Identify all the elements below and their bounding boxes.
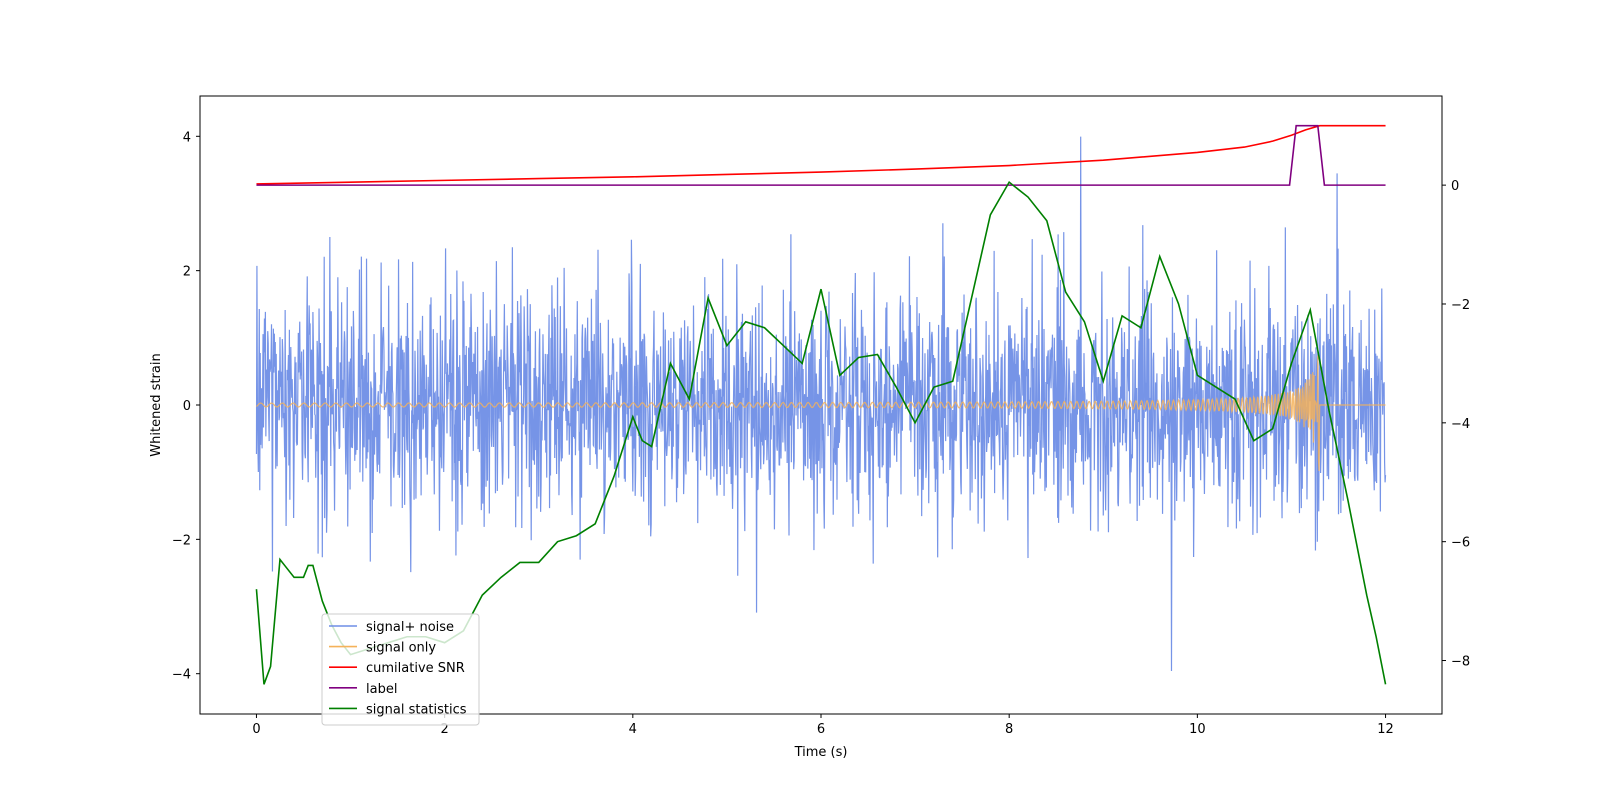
y2-tick-label: −2	[1451, 298, 1470, 313]
y-axis-right: −8 −6 −4 −2 0	[1442, 179, 1470, 670]
x-tick-label: 6	[817, 722, 825, 737]
legend-box	[321, 613, 480, 726]
y-tick-label: −2	[172, 533, 191, 548]
legend-label-cumilative-snr: cumilative SNR	[366, 661, 465, 676]
x-tick-label: 4	[629, 722, 637, 737]
legend-label-signal-only: signal only	[366, 641, 436, 656]
y2-tick-label: −8	[1451, 655, 1470, 670]
series-layer	[255, 124, 1387, 685]
x-tick-label: 0	[252, 722, 260, 737]
series-cumilative-snr-line	[256, 124, 1386, 185]
y2-tick-label: 0	[1451, 179, 1459, 194]
y-axis-label: Whitened strain	[149, 353, 164, 456]
y-axis-left: −4 −2 0 2 4	[172, 130, 200, 683]
y2-tick-label: −4	[1451, 417, 1470, 432]
x-tick-label: 2	[440, 722, 448, 737]
x-tick-label: 12	[1377, 722, 1394, 737]
y-tick-label: −4	[172, 668, 191, 683]
series-signal-noise-line	[255, 136, 1387, 672]
legend-label-label: label	[366, 682, 397, 697]
y2-tick-label: −6	[1451, 536, 1470, 551]
y-tick-label: 2	[183, 265, 191, 280]
x-axis-label: Time (s)	[794, 745, 848, 760]
series-label-line	[256, 124, 1386, 186]
legend: signal+ noise signal only cumilative SNR la…	[321, 613, 480, 726]
legend-label-signal-noise: signal+ noise	[366, 620, 454, 635]
y-tick-label: 0	[183, 399, 191, 414]
series-signal-only-line	[256, 355, 1386, 472]
y-tick-label: 4	[183, 130, 191, 145]
x-tick-label: 8	[1005, 722, 1013, 737]
x-tick-label: 10	[1189, 722, 1206, 737]
legend-label-signal-statistics: signal statistics	[366, 702, 467, 717]
